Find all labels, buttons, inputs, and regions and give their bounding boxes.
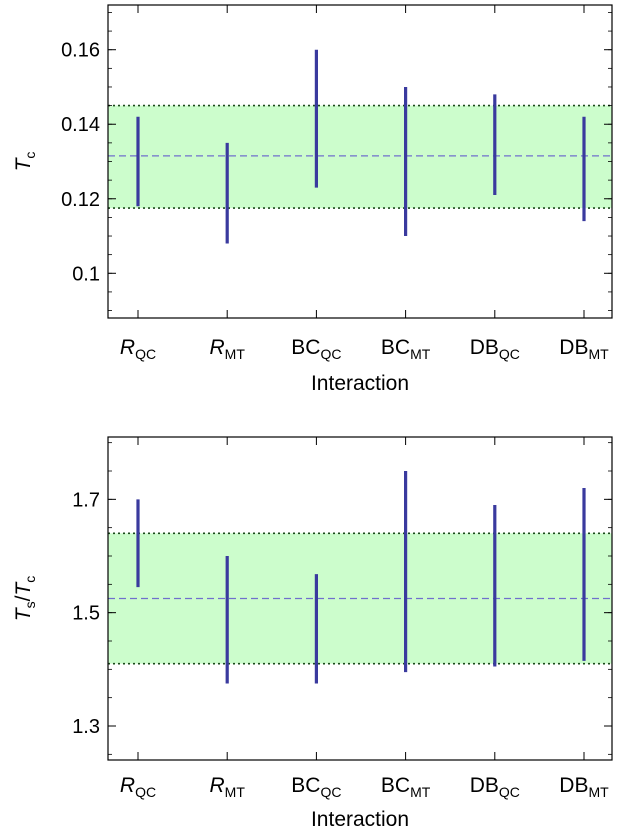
x-tick-label: RQC — [120, 774, 156, 800]
y-tick-label: 0.1 — [72, 263, 100, 285]
x-axis-title: Interaction — [311, 808, 409, 831]
plot-frame — [107, 436, 613, 761]
y-tick-label: 0.12 — [61, 189, 100, 211]
x-tick-label: BCQC — [291, 336, 341, 362]
y-tick-label: 1.7 — [72, 489, 100, 511]
chart-panel-1: 0.1 0.12 0.14 0.16 RQC RMT BCQC BCMT DBQC DBMT Int… — [12, 4, 613, 395]
x-tick-label: BCMT — [381, 336, 431, 362]
band-fill — [108, 533, 612, 664]
band-fill — [108, 105, 612, 209]
y-tick-label: 1.5 — [72, 603, 100, 625]
y-axis-title: Tc — [12, 152, 38, 172]
x-tick-label: BCQC — [291, 774, 341, 800]
y-tick-label: 1.3 — [72, 716, 100, 738]
x-tick-label: DBQC — [470, 336, 520, 362]
x-tick-label: DBMT — [559, 336, 609, 362]
chart-panel-2: 1.3 1.5 1.7 RQC RMT BCQC BCMT DBQC DBMT Interacti… — [12, 436, 613, 831]
x-tick-label: DBMT — [559, 774, 609, 800]
x-tick-label: BCMT — [381, 774, 431, 800]
y-tick-label: 0.14 — [61, 114, 100, 136]
x-axis-title: Interaction — [311, 372, 409, 395]
x-tick-label: RMT — [210, 336, 246, 362]
x-tick-label: RMT — [210, 774, 246, 800]
x-tick-label: DBQC — [470, 774, 520, 800]
y-axis-title: Ts/Tc — [12, 576, 38, 622]
x-tick-label: RQC — [120, 336, 156, 362]
y-tick-label: 0.16 — [61, 40, 100, 62]
